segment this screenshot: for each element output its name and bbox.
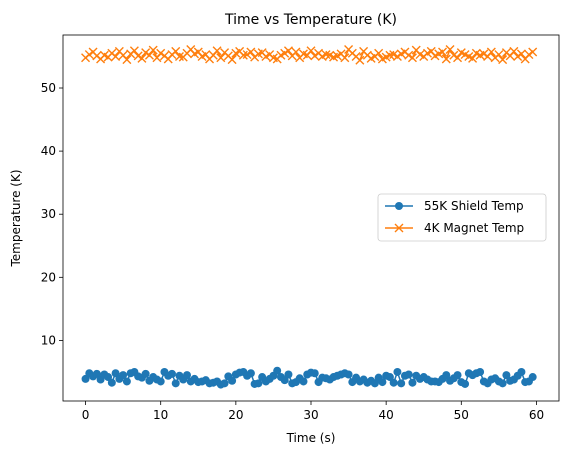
data-point — [254, 379, 263, 388]
data-point — [445, 45, 455, 55]
data-point — [212, 46, 222, 56]
data-point — [228, 376, 237, 385]
x-tick-label: 40 — [379, 408, 394, 422]
data-point — [283, 46, 293, 56]
legend-box — [377, 193, 547, 242]
data-point — [486, 47, 496, 57]
data-point — [306, 46, 316, 56]
data-point — [453, 371, 462, 380]
data-point — [119, 371, 128, 380]
data-point — [407, 53, 417, 63]
y-axis-label: Temperature (K) — [9, 169, 23, 267]
x-tick-label: 0 — [82, 408, 90, 422]
x-tick-label: 10 — [153, 408, 168, 422]
data-point — [92, 369, 101, 378]
data-point — [441, 54, 451, 64]
y-tick-label: 10 — [41, 333, 56, 347]
data-point — [509, 46, 519, 56]
data-point — [156, 377, 165, 386]
data-point — [453, 53, 463, 63]
data-point — [107, 378, 116, 387]
data-point — [476, 367, 485, 376]
data-point — [355, 55, 365, 65]
data-point — [122, 377, 131, 386]
data-point — [111, 369, 120, 378]
data-point — [141, 369, 150, 378]
data-point — [129, 46, 139, 56]
data-point — [340, 53, 350, 63]
data-point — [299, 377, 308, 386]
series-2 — [81, 45, 538, 65]
y-tick-label: 20 — [41, 270, 56, 284]
data-point — [498, 55, 508, 65]
data-point — [385, 373, 394, 382]
data-point — [442, 371, 451, 380]
data-point — [81, 374, 90, 383]
x-tick-label: 30 — [303, 408, 318, 422]
data-point — [104, 373, 113, 382]
data-point — [502, 371, 511, 380]
data-point — [171, 379, 180, 388]
data-point — [284, 370, 293, 379]
data-point — [528, 47, 538, 57]
data-point — [378, 378, 387, 387]
data-point — [438, 47, 448, 57]
data-point — [461, 379, 470, 388]
data-point — [227, 55, 237, 65]
data-point — [389, 378, 398, 387]
y-tick-label: 40 — [41, 144, 56, 158]
data-point — [468, 53, 478, 63]
data-point — [374, 48, 384, 58]
data-point — [393, 367, 402, 376]
legend: 55K Shield Temp 4K Magnet Temp — [377, 193, 547, 242]
data-point — [183, 371, 191, 380]
data-point — [516, 49, 526, 59]
data-point — [171, 46, 181, 56]
legend-label-magnet: 4K Magnet Temp — [424, 221, 524, 235]
legend-marker-shield — [395, 202, 403, 210]
data-point — [246, 369, 255, 378]
x-axis-label: Time (s) — [286, 431, 336, 445]
data-point — [404, 370, 413, 379]
legend-marker-magnet — [394, 223, 404, 233]
data-point — [273, 366, 282, 375]
data-point — [494, 50, 504, 60]
data-point — [246, 47, 256, 57]
x-tick-label: 50 — [454, 408, 469, 422]
data-point — [344, 370, 353, 379]
data-point — [517, 367, 526, 376]
data-point — [498, 379, 507, 388]
legend-label-shield: 55K Shield Temp — [424, 199, 524, 213]
y-axis: 10 20 30 40 50 — [41, 81, 63, 347]
data-point — [167, 369, 176, 378]
chart-title: Time vs Temperature (K) — [224, 12, 397, 28]
x-tick-label: 60 — [529, 408, 544, 422]
data-point — [148, 45, 158, 55]
data-point — [220, 379, 229, 388]
x-axis: 0 10 20 30 40 50 60 — [82, 401, 544, 422]
y-tick-label: 50 — [41, 81, 56, 95]
y-tick-label: 30 — [41, 207, 56, 221]
data-point — [397, 379, 406, 388]
data-point — [370, 379, 379, 388]
series-layer — [81, 45, 538, 389]
data-point — [111, 51, 121, 61]
data-point — [280, 376, 289, 385]
x-tick-label: 20 — [228, 408, 243, 422]
data-point — [310, 369, 319, 378]
data-point — [137, 53, 147, 63]
data-point — [291, 47, 301, 57]
data-point — [216, 53, 226, 63]
data-point — [122, 55, 132, 65]
data-point — [528, 373, 537, 382]
data-point — [408, 378, 417, 387]
data-point — [144, 50, 154, 60]
series-1 — [81, 366, 537, 389]
